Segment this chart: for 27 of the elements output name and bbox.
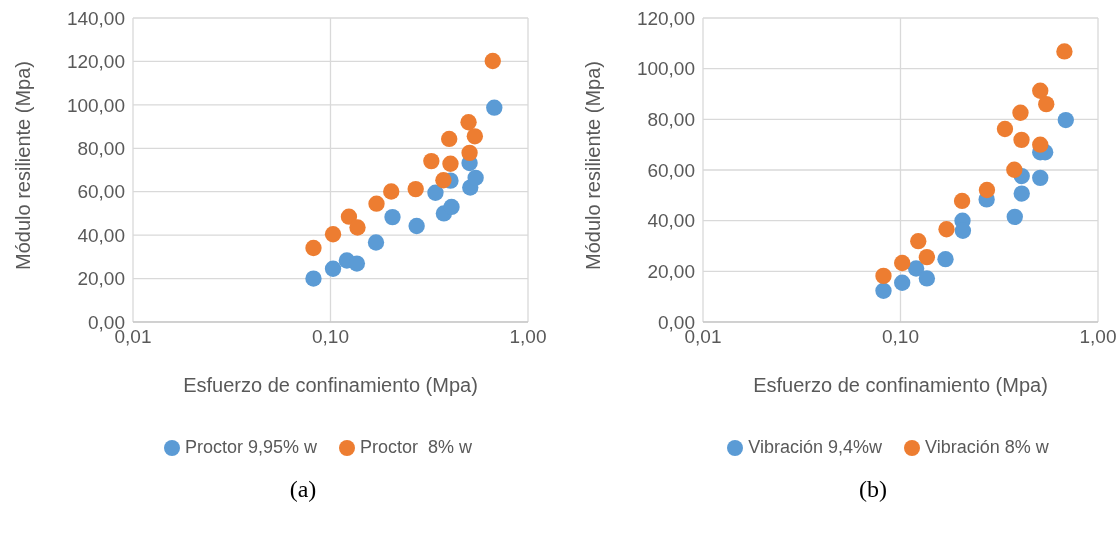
text: (b)	[858, 476, 888, 503]
legend-label: Vibración 9,4%w	[748, 437, 882, 458]
y-tick-label: 120,00	[636, 7, 695, 29]
legend-label: Proctor 8% w	[360, 437, 473, 458]
y-tick-label: 20,00	[77, 268, 125, 290]
legend-label: Vibración 8% w	[925, 437, 1049, 458]
y-tick-label: 60,00	[77, 181, 125, 203]
x-tick-label: 1,00	[1079, 326, 1117, 348]
y-tick-label: 140,00	[66, 7, 125, 29]
y-tick-label: 20,00	[647, 261, 695, 283]
y-tick-label: 80,00	[647, 109, 695, 131]
y-tick-label: 100,00	[636, 58, 695, 80]
x-axis-title: Esfuerzo de confinamiento (Mpa)	[753, 374, 1048, 396]
y-tick-label: 60,00	[647, 159, 695, 181]
x-tick-label: 0,10	[312, 326, 349, 348]
legend-label: Proctor 9,95% w	[184, 437, 317, 458]
y-tick-label: 100,00	[66, 94, 125, 116]
text: (a)	[288, 476, 318, 503]
x-tick-label: 0,10	[882, 326, 919, 348]
y-tick-label: 80,00	[77, 138, 125, 160]
y-tick-label: 40,00	[77, 224, 125, 246]
y-tick-label: 40,00	[647, 210, 695, 232]
y-axis-title: Módulo resiliente (Mpa)	[582, 61, 605, 270]
y-axis-title: Módulo resiliente (Mpa)	[12, 61, 35, 270]
x-tick-label: 1,00	[509, 326, 547, 348]
y-tick-label: 120,00	[66, 51, 125, 73]
x-axis-title: Esfuerzo de confinamiento (Mpa)	[183, 374, 478, 396]
